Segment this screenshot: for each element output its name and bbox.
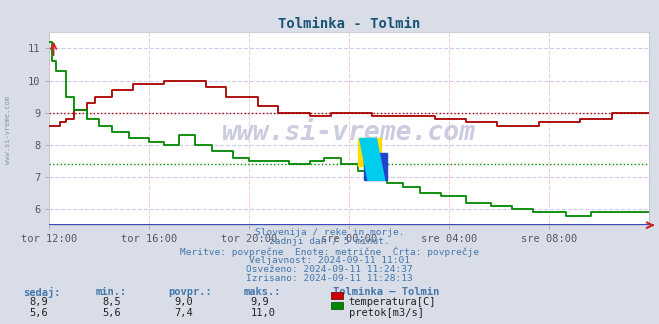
- Text: 8,9: 8,9: [30, 297, 48, 307]
- Text: Veljavnost: 2024-09-11 11:01: Veljavnost: 2024-09-11 11:01: [249, 256, 410, 265]
- Text: maks.:: maks.:: [244, 287, 281, 297]
- Text: 7,4: 7,4: [175, 308, 193, 318]
- Text: temperatura[C]: temperatura[C]: [349, 297, 436, 307]
- Text: 11,0: 11,0: [250, 308, 275, 318]
- Text: Slovenija / reke in morje.: Slovenija / reke in morje.: [255, 228, 404, 237]
- Text: povpr.:: povpr.:: [168, 287, 212, 297]
- Text: Osveženo: 2024-09-11 11:24:37: Osveženo: 2024-09-11 11:24:37: [246, 265, 413, 274]
- Polygon shape: [360, 138, 385, 180]
- Text: sedaj:: sedaj:: [23, 287, 61, 298]
- Bar: [358, 138, 380, 166]
- Text: 8,5: 8,5: [102, 297, 121, 307]
- Text: www.si-vreme.com: www.si-vreme.com: [222, 120, 476, 146]
- Text: 5,6: 5,6: [30, 308, 48, 318]
- Text: www.si-vreme.com: www.si-vreme.com: [5, 96, 11, 164]
- Text: 5,6: 5,6: [102, 308, 121, 318]
- Text: min.:: min.:: [96, 287, 127, 297]
- Text: Izrisano: 2024-09-11 11:28:13: Izrisano: 2024-09-11 11:28:13: [246, 274, 413, 283]
- Title: Tolminka - Tolmin: Tolminka - Tolmin: [278, 17, 420, 31]
- Text: 9,0: 9,0: [175, 297, 193, 307]
- Text: Meritve: povprečne  Enote: metrične  Črta: povprečje: Meritve: povprečne Enote: metrične Črta:…: [180, 247, 479, 257]
- Text: zadnji dan / 5 minut.: zadnji dan / 5 minut.: [269, 237, 390, 247]
- Text: Tolminka – Tolmin: Tolminka – Tolmin: [333, 287, 439, 297]
- Bar: [364, 153, 387, 180]
- Text: pretok[m3/s]: pretok[m3/s]: [349, 308, 424, 318]
- Text: 9,9: 9,9: [250, 297, 269, 307]
